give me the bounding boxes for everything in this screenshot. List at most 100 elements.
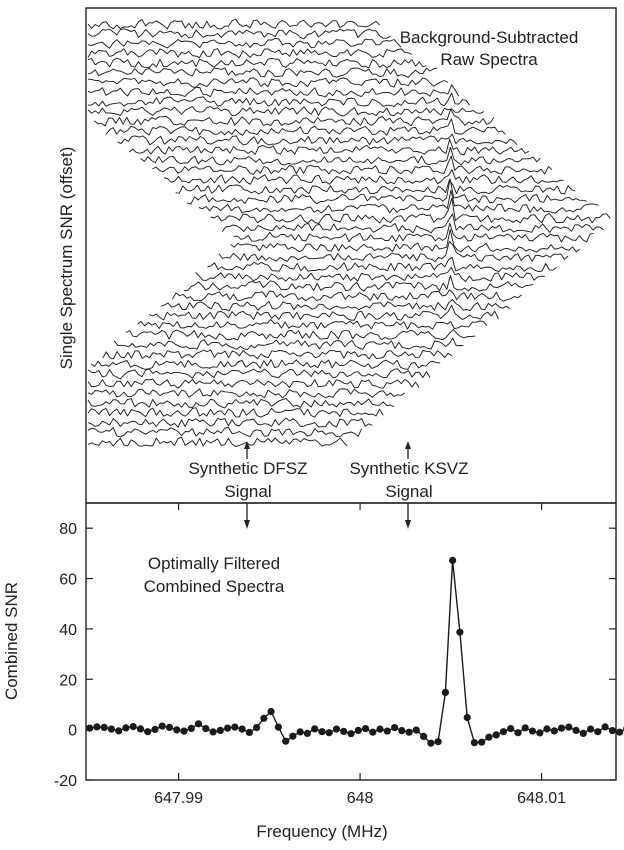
y-tick-label: -20 xyxy=(54,773,77,790)
ksvz-up-arrow-head xyxy=(405,441,411,449)
data-point xyxy=(107,725,115,733)
data-point xyxy=(231,723,239,731)
raw-spectrum-trace xyxy=(87,436,348,447)
raw-spectrum-trace xyxy=(152,155,553,175)
data-point xyxy=(470,739,478,747)
raw-spectrum-trace xyxy=(113,337,464,350)
data-point xyxy=(536,729,544,737)
data-point xyxy=(115,727,123,735)
data-point xyxy=(289,732,297,740)
raw-spectrum-trace xyxy=(137,318,488,330)
y-tick-label: 0 xyxy=(68,723,77,740)
data-point xyxy=(318,728,326,736)
data-point xyxy=(209,728,217,736)
dfsz-up-arrow-head xyxy=(244,441,250,449)
raw-spectrum-trace xyxy=(198,189,599,214)
data-point xyxy=(557,724,566,732)
raw-spectrum-trace xyxy=(87,106,485,117)
ksvz-label-line2: Signal xyxy=(385,482,432,501)
raw-spectrum-trace xyxy=(218,241,569,262)
data-point xyxy=(325,729,333,737)
raw-spectrum-trace xyxy=(87,398,395,409)
y-tick-label: 60 xyxy=(59,572,77,589)
data-point xyxy=(492,731,500,739)
data-point xyxy=(332,725,341,733)
data-point xyxy=(93,723,101,731)
data-point xyxy=(361,725,370,733)
data-point xyxy=(601,723,609,731)
data-point xyxy=(187,724,195,733)
data-point xyxy=(521,724,529,732)
data-point xyxy=(165,723,174,732)
data-point xyxy=(274,723,282,731)
raw-spectrum-trace xyxy=(230,229,581,253)
y-tick-label: 20 xyxy=(59,672,77,689)
raw-spectrum-trace xyxy=(87,28,391,40)
data-point xyxy=(398,727,406,735)
data-point xyxy=(173,726,181,734)
data-point xyxy=(354,726,362,735)
dfsz-down-arrow-head xyxy=(244,520,250,529)
data-point xyxy=(499,728,508,736)
data-point xyxy=(550,727,558,735)
combined-series xyxy=(86,556,624,747)
x-tick-label: 648 xyxy=(347,790,374,807)
raw-spectrum-trace xyxy=(102,349,453,360)
data-point xyxy=(616,728,624,736)
data-point xyxy=(412,726,420,734)
data-point xyxy=(565,723,573,731)
data-point xyxy=(485,733,493,741)
raw-spectrum-trace xyxy=(87,92,470,108)
raw-spectrum-trace xyxy=(163,169,564,185)
y-tick-label: 40 xyxy=(59,622,77,639)
dfsz-label-line2: Signal xyxy=(224,482,271,501)
data-point xyxy=(579,729,587,738)
data-point xyxy=(86,724,94,732)
data-point xyxy=(122,724,130,732)
raw-spectrum-trace xyxy=(105,118,506,136)
raw-spectrum-trace xyxy=(140,146,541,166)
data-point xyxy=(347,730,355,738)
combined-x-ticks: 647.99 648 648.01 xyxy=(154,503,566,807)
data-point xyxy=(216,726,224,735)
raw-spectrum-trace xyxy=(221,213,605,234)
combined-title-line1: Optimally Filtered xyxy=(148,554,280,573)
data-point xyxy=(303,729,311,738)
raw-spectrum-trace xyxy=(87,417,373,428)
dfsz-label-line1: Synthetic DFSZ xyxy=(188,459,307,478)
raw-spectrum-trace xyxy=(128,138,530,156)
raw-title-line2: Raw Spectra xyxy=(440,50,538,69)
raw-spectrum-trace xyxy=(87,77,449,88)
data-point xyxy=(376,725,384,733)
data-point xyxy=(260,714,268,722)
raw-spectrum-trace xyxy=(87,38,402,49)
data-point xyxy=(311,725,319,733)
raw-spectrum-trace xyxy=(87,67,438,78)
raw-spectrum-trace xyxy=(125,329,476,341)
data-point xyxy=(594,728,602,736)
data-point xyxy=(144,728,152,736)
raw-spectrum-trace xyxy=(187,178,588,205)
raw-spectrum-trace xyxy=(171,289,522,302)
raw-spectrum-trace xyxy=(87,57,427,69)
raw-spectrum-trace xyxy=(87,427,363,438)
raw-spectrum-trace xyxy=(183,275,534,292)
data-point xyxy=(528,727,537,735)
raw-spectrum-trace xyxy=(87,378,420,389)
data-point xyxy=(608,727,617,735)
data-point xyxy=(449,556,457,565)
data-point xyxy=(253,724,261,732)
raw-spectrum-trace xyxy=(87,407,384,418)
raw-spectrum-trace xyxy=(233,222,594,243)
data-point xyxy=(136,725,145,733)
raw-spectrum-trace xyxy=(210,197,611,224)
raw-title-line1: Background-Subtracted xyxy=(400,28,579,47)
data-point xyxy=(391,724,399,732)
raw-spectrum-trace xyxy=(175,179,576,195)
raw-spectrum-trace xyxy=(117,133,518,146)
raw-trace-group xyxy=(87,18,611,447)
x-tick-label: 648.01 xyxy=(517,790,566,807)
data-point xyxy=(224,724,232,732)
raw-spectrum-trace xyxy=(160,299,511,312)
data-point xyxy=(420,732,428,741)
